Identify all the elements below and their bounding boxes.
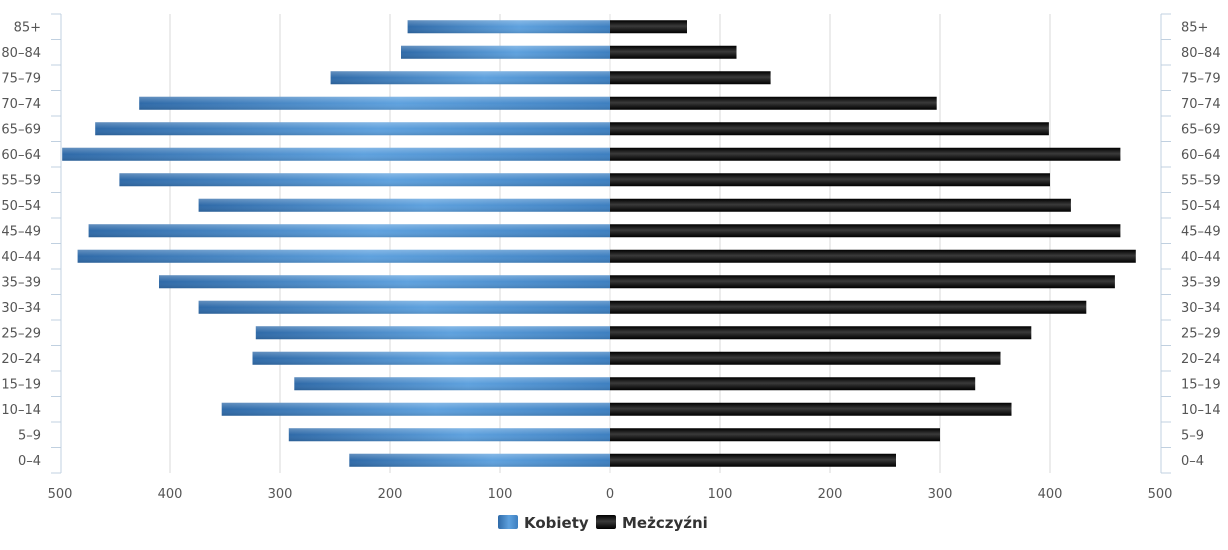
category-label-right: 5–9 xyxy=(1181,428,1204,443)
category-label-left: 55–59 xyxy=(1,173,41,188)
category-label-right: 40–44 xyxy=(1181,250,1221,265)
category-label-left: 85+ xyxy=(14,20,41,35)
bar-mezczyzni[interactable] xyxy=(610,275,1115,289)
bar-mezczyzni[interactable] xyxy=(610,300,1087,314)
category-label-left: 30–34 xyxy=(1,301,41,316)
bar-kobiety-shine xyxy=(252,351,610,365)
category-label-right: 15–19 xyxy=(1181,377,1221,392)
axes xyxy=(51,13,1171,474)
category-label-left: 65–69 xyxy=(1,122,41,137)
category-label-right: 45–49 xyxy=(1181,224,1221,239)
bar-kobiety-shine xyxy=(159,275,610,289)
category-label-right: 25–29 xyxy=(1181,326,1221,341)
category-label-right: 35–39 xyxy=(1181,275,1221,290)
category-label-left: 5–9 xyxy=(18,428,41,443)
bar-mezczyzni[interactable] xyxy=(610,351,1001,365)
bar-kobiety-shine xyxy=(198,300,610,314)
bar-mezczyzni[interactable] xyxy=(610,402,1012,416)
bar-mezczyzni[interactable] xyxy=(610,249,1136,263)
legend-item-mezczyzni[interactable]: Meżczyźni xyxy=(596,514,708,532)
x-tick-label: 400 xyxy=(158,487,183,502)
bar-kobiety-shine xyxy=(407,20,610,34)
category-label-right: 30–34 xyxy=(1181,301,1221,316)
bar-mezczyzni[interactable] xyxy=(610,377,976,391)
category-label-left: 20–24 xyxy=(1,352,41,367)
category-label-right: 20–24 xyxy=(1181,352,1221,367)
category-label-right: 50–54 xyxy=(1181,199,1221,214)
bar-mezczyzni[interactable] xyxy=(610,147,1121,161)
x-tick-label: 500 xyxy=(1148,487,1173,502)
bar-kobiety-shine xyxy=(288,428,610,442)
x-tick-label: 300 xyxy=(268,487,293,502)
bar-mezczyzni[interactable] xyxy=(610,453,896,467)
bar-mezczyzni[interactable] xyxy=(610,20,687,34)
bar-kobiety-shine xyxy=(139,96,610,110)
bar-kobiety-shine xyxy=(221,402,610,416)
category-label-left: 15–19 xyxy=(1,377,41,392)
bar-kobiety-shine xyxy=(95,122,610,136)
bar-kobiety-shine xyxy=(198,198,610,212)
category-label-right: 80–84 xyxy=(1181,46,1221,61)
bar-kobiety-shine xyxy=(330,71,610,85)
bar-kobiety-shine xyxy=(77,249,611,263)
bar-kobiety-shine xyxy=(401,45,610,59)
bar-mezczyzni[interactable] xyxy=(610,224,1121,238)
bar-kobiety-shine xyxy=(62,147,610,161)
bar-mezczyzni[interactable] xyxy=(610,198,1071,212)
x-tick-label: 100 xyxy=(708,487,733,502)
x-tick-label: 200 xyxy=(378,487,403,502)
x-tick-label: 0 xyxy=(606,487,614,502)
category-label-left: 10–14 xyxy=(1,403,41,418)
labels: 500 400 300 200 100 0 100 200 300 400 500 85+ 85+ 80–… xyxy=(1,20,1220,502)
bar-kobiety-shine xyxy=(119,173,611,187)
category-label-right: 55–59 xyxy=(1181,173,1221,188)
category-label-right: 0–4 xyxy=(1181,454,1204,469)
bar-mezczyzni[interactable] xyxy=(610,96,937,110)
category-label-left: 80–84 xyxy=(1,46,41,61)
category-label-right: 65–69 xyxy=(1181,122,1221,137)
legend-label: Kobiety xyxy=(524,514,589,532)
bar-mezczyzni[interactable] xyxy=(610,122,1049,136)
category-label-left: 25–29 xyxy=(1,326,41,341)
bar-mezczyzni[interactable] xyxy=(610,428,940,442)
grid-lines xyxy=(169,14,1051,473)
category-label-left: 50–54 xyxy=(1,199,41,214)
category-label-right: 10–14 xyxy=(1181,403,1221,418)
legend-item-kobiety[interactable]: Kobiety xyxy=(498,514,589,532)
category-label-left: 45–49 xyxy=(1,224,41,239)
category-label-left: 70–74 xyxy=(1,97,41,112)
x-tick-label: 300 xyxy=(928,487,953,502)
category-label-right: 60–64 xyxy=(1181,148,1221,163)
bar-kobiety-shine xyxy=(255,326,611,340)
bar-mezczyzni[interactable] xyxy=(610,71,771,85)
x-tick-label: 200 xyxy=(818,487,843,502)
legend-swatch xyxy=(498,515,518,529)
bar-mezczyzni[interactable] xyxy=(610,326,1032,340)
bar-kobiety-shine xyxy=(349,453,610,467)
category-label-left: 60–64 xyxy=(1,148,41,163)
legend-label: Meżczyźni xyxy=(622,514,708,532)
category-label-left: 40–44 xyxy=(1,250,41,265)
x-tick-label: 500 xyxy=(48,487,73,502)
category-label-right: 75–79 xyxy=(1181,71,1221,86)
category-label-left: 0–4 xyxy=(18,454,41,469)
category-label-left: 35–39 xyxy=(1,275,41,290)
x-tick-label: 100 xyxy=(488,487,513,502)
category-label-right: 70–74 xyxy=(1181,97,1221,112)
bar-mezczyzni[interactable] xyxy=(610,45,737,59)
bar-kobiety-shine xyxy=(88,224,611,238)
category-label-right: 85+ xyxy=(1181,20,1208,35)
bars xyxy=(62,20,1136,467)
legend[interactable]: Kobiety Meżczyźni xyxy=(498,514,708,532)
bar-mezczyzni[interactable] xyxy=(610,173,1050,187)
category-label-left: 75–79 xyxy=(1,71,41,86)
x-tick-label: 400 xyxy=(1038,487,1063,502)
bar-kobiety-shine xyxy=(294,377,610,391)
legend-swatch xyxy=(596,515,616,529)
